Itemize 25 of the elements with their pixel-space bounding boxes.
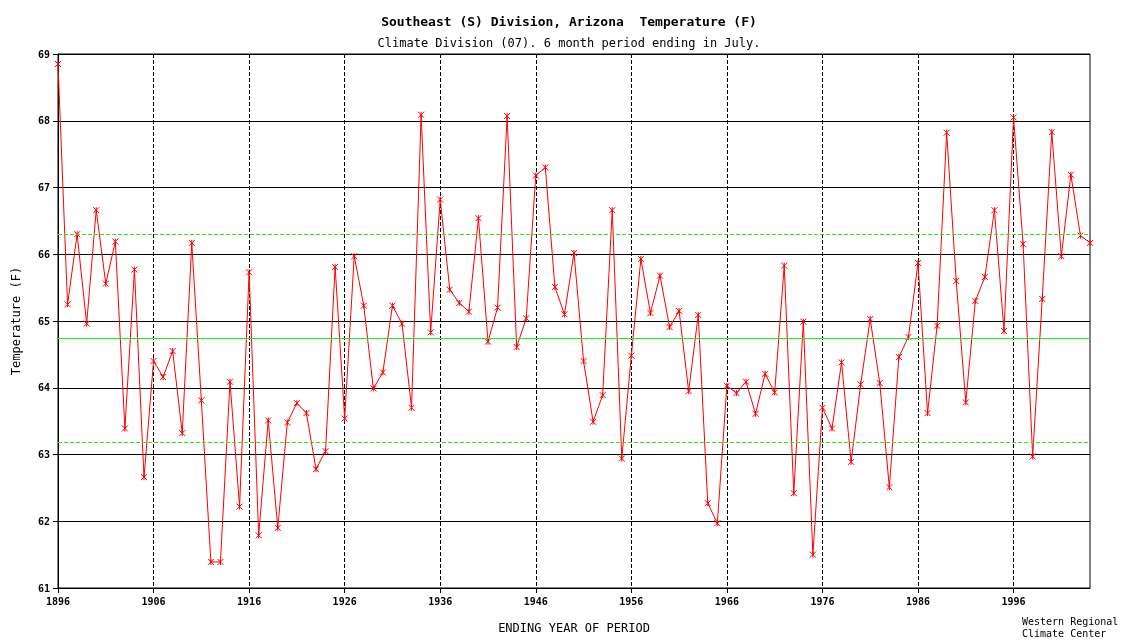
x-tick-label: 1896 xyxy=(45,595,71,607)
x-axis-title: ENDING YEAR OF PERIOD xyxy=(498,621,650,635)
x-tick-label: 1956 xyxy=(619,595,644,607)
chart-title: Southeast (S) Division, Arizona Temperature (F) xyxy=(381,14,757,29)
x-tick-label: 1916 xyxy=(237,595,262,607)
text: Western Regional Climate Center xyxy=(1022,616,1120,640)
y-tick-label: 65 xyxy=(37,315,50,327)
y-axis-title: Temperature (F) xyxy=(9,266,23,376)
y-tick-label: 61 xyxy=(37,582,50,594)
x-tick-label: 1996 xyxy=(1001,595,1026,607)
x-tick-label: 1966 xyxy=(714,595,739,607)
y-tick-label: 68 xyxy=(37,115,50,127)
x-tick-label: 1906 xyxy=(141,595,166,607)
x-tick-label: 1986 xyxy=(905,595,931,607)
x-tick-label: 1976 xyxy=(810,595,835,607)
y-tick-label: 66 xyxy=(37,248,50,260)
y-tick-label: 69 xyxy=(37,48,50,60)
x-tick-label: 1946 xyxy=(523,595,548,607)
y-tick-label: 67 xyxy=(37,182,50,193)
chart-subtitle: Climate Division (07). 6 month period ending in July. xyxy=(377,36,761,50)
x-tick-label: 1926 xyxy=(332,595,357,607)
y-tick-label: 64 xyxy=(37,382,50,394)
y-tick-label: 62 xyxy=(37,515,50,527)
y-tick-label: 63 xyxy=(37,449,50,460)
x-tick-label: 1936 xyxy=(428,595,453,607)
